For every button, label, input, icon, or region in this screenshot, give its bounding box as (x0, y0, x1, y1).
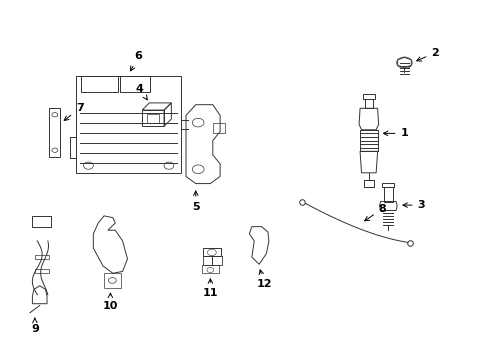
Bar (81, 76, 118, 92)
Text: 2: 2 (416, 48, 438, 61)
Text: 8: 8 (364, 204, 386, 221)
Bar (383, 187, 392, 202)
Bar (147, 114, 159, 123)
Bar (359, 130, 377, 151)
Bar (362, 94, 374, 99)
Text: 5: 5 (191, 191, 199, 212)
Bar (49, 108, 60, 157)
Bar (120, 76, 149, 92)
Text: 12: 12 (256, 270, 271, 289)
Bar (212, 123, 224, 134)
Text: 6: 6 (130, 51, 142, 71)
Text: 1: 1 (383, 129, 407, 138)
Bar (202, 256, 212, 265)
Bar (382, 183, 393, 187)
Bar (32, 216, 51, 226)
Bar (104, 273, 121, 288)
Text: 9: 9 (31, 318, 39, 334)
Bar (202, 248, 221, 256)
Bar (363, 180, 373, 187)
Bar (76, 76, 181, 173)
Bar (201, 265, 219, 273)
Text: 3: 3 (402, 200, 425, 210)
Bar (35, 269, 49, 273)
Text: 7: 7 (64, 103, 83, 121)
Bar (142, 110, 163, 126)
Bar (212, 256, 222, 265)
Bar (364, 99, 372, 108)
Bar (35, 255, 49, 259)
Text: 10: 10 (102, 293, 118, 311)
Text: 11: 11 (202, 279, 218, 298)
Text: 4: 4 (136, 84, 147, 100)
